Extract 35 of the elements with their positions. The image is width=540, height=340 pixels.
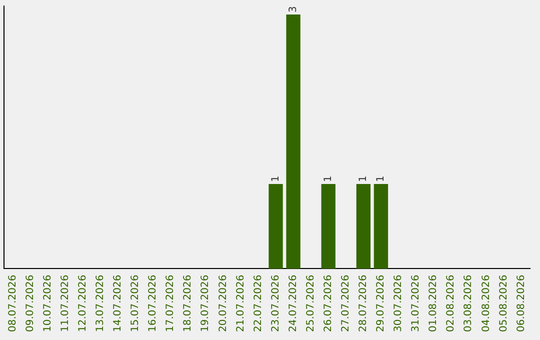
x-tick-label: 06.08.2026 xyxy=(516,274,527,332)
data-label: 1 xyxy=(376,176,387,182)
data-label: 1 xyxy=(358,176,370,182)
x-tick-label: 20.07.2026 xyxy=(218,274,229,332)
x-tick-label: 04.08.2026 xyxy=(480,274,492,332)
data-label: 3 xyxy=(288,6,299,12)
x-tick-label: 23.07.2026 xyxy=(270,274,282,332)
x-tick-label: 22.07.2026 xyxy=(252,274,264,332)
x-tick-label: 15.07.2026 xyxy=(130,274,142,332)
x-tick-label: 29.07.2026 xyxy=(376,274,387,332)
data-label: 1 xyxy=(270,176,282,182)
x-tick-label: 03.08.2026 xyxy=(463,274,474,332)
x-tick-label: 16.07.2026 xyxy=(148,274,159,332)
x-tick-label: 25.07.2026 xyxy=(305,274,316,332)
x-tick-label: 18.07.2026 xyxy=(182,274,194,332)
x-tick-label: 13.07.2026 xyxy=(95,274,106,332)
x-tick-label: 24.07.2026 xyxy=(288,274,299,332)
x-tick-label: 05.08.2026 xyxy=(498,274,510,332)
x-tick-label: 28.07.2026 xyxy=(358,274,370,332)
x-tick-label: 09.07.2026 xyxy=(24,274,36,332)
x-tick-label: 01.08.2026 xyxy=(428,274,440,332)
x-tick-label: 21.07.2026 xyxy=(235,274,246,332)
x-tick-label: 08.07.2026 xyxy=(7,274,18,332)
x-tick-label: 26.07.2026 xyxy=(322,274,334,332)
x-tick-label: 19.07.2026 xyxy=(200,274,212,332)
x-tick-label: 02.08.2026 xyxy=(446,274,457,332)
x-tick-label: 14.07.2026 xyxy=(112,274,124,332)
x-tick-label: 27.07.2026 xyxy=(340,274,352,332)
x-tick-label: 10.07.2026 xyxy=(42,274,54,332)
x-tick-label: 17.07.2026 xyxy=(165,274,176,332)
x-tick-label: 11.07.2026 xyxy=(60,274,71,332)
data-label: 1 xyxy=(322,176,334,182)
x-tick-label: 30.07.2026 xyxy=(393,274,404,332)
x-tick-label: 31.07.2026 xyxy=(410,274,422,332)
x-tick-label: 12.07.2026 xyxy=(77,274,88,332)
